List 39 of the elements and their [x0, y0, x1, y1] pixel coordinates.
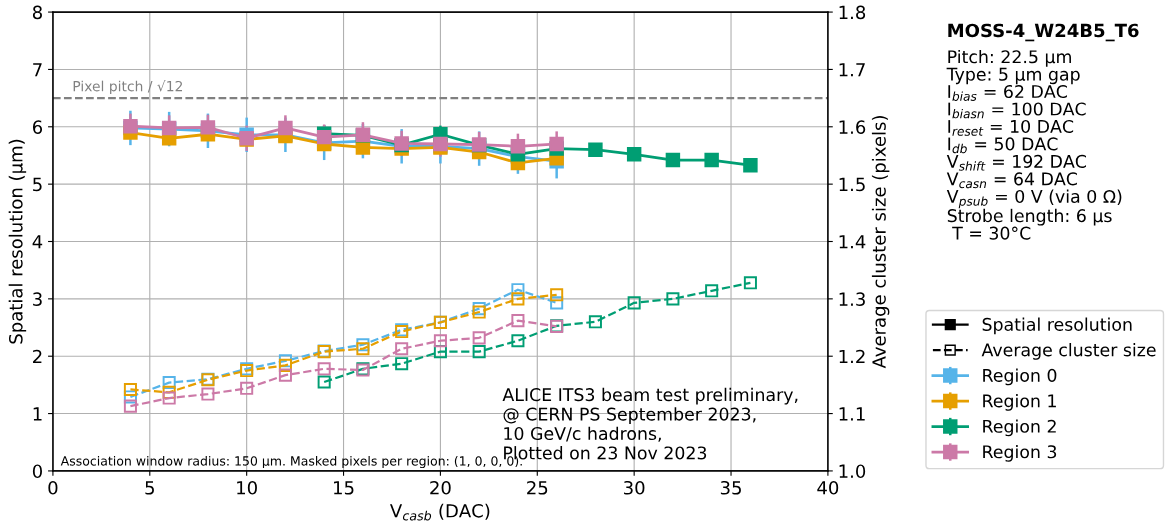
- y2-tick-label: 1.2: [839, 349, 865, 364]
- x-tick-label: 20: [430, 480, 451, 495]
- y-tick-label: 8: [32, 5, 42, 20]
- y-tick-label: 4: [32, 235, 43, 249]
- y2-axis-title: Average cluster size (pixels): [871, 116, 890, 369]
- x-tick-label: 35: [720, 480, 741, 495]
- x-tick-label: 5: [145, 481, 154, 495]
- y-tick-label: 7: [33, 63, 42, 77]
- y2-tick-label: 1.7: [839, 63, 865, 77]
- y-tick-label: 6: [32, 120, 43, 134]
- legend-label: Region 1: [983, 393, 1056, 411]
- y2-tick-label: 1.5: [839, 177, 865, 192]
- legend-label: Region 3: [983, 444, 1057, 462]
- y-tick-label: 5: [33, 177, 42, 192]
- x-tick-label: 30: [624, 480, 645, 495]
- legend-label: Region 0: [983, 368, 1057, 386]
- text: Pitch: 22.5 µm Type: 5 µm gap I$_{bias}$ = 62 DAC I$_{biasn}$ = 100 DAC I$_{reset}$ = 10 DAC I$_{db}$ = 50 DAC V$_{shift}$ = 192 DAC V$_{casn}$ = 64 DAC V$_{psub}$ = 0 V (via 0 Ω) Strobe length: 6 µs T = 30°C: [946, 49, 1122, 240]
- text: MOSS-4_W24B5_T6: [948, 23, 1139, 42]
- x-tick-label: 10: [237, 480, 257, 495]
- x-tick-label: 15: [334, 481, 354, 495]
- y2-tick-label: 1.3: [839, 292, 865, 306]
- x-tick-label: 25: [527, 480, 548, 495]
- y-tick-label: 1: [33, 407, 42, 421]
- y2-tick-label: 1.4: [839, 235, 866, 249]
- y2-tick-label: 1.6: [839, 120, 866, 134]
- y-tick-label: 3: [33, 292, 42, 306]
- y2-tick-label: 1.8: [839, 5, 866, 20]
- x-tick-label: 40: [817, 480, 839, 495]
- y2-tick-label: 1.0: [839, 464, 866, 479]
- y-tick-label: 0: [32, 464, 42, 479]
- ref-line-label: Pixel pitch / √12: [73, 79, 183, 95]
- x-axis-title: V$_{casb}$ (DAC): [390, 503, 490, 521]
- text: Average cluster size: [981, 342, 1156, 360]
- y-axis-title: Spatial resolution (µm): [8, 139, 27, 344]
- y2-tick-label: 1.1: [839, 407, 865, 421]
- text: Spatial resolution: [982, 317, 1132, 335]
- legend-label: Region 2: [983, 419, 1056, 437]
- x-tick-label: 0: [48, 480, 58, 495]
- y-tick-label: 2: [33, 349, 42, 364]
